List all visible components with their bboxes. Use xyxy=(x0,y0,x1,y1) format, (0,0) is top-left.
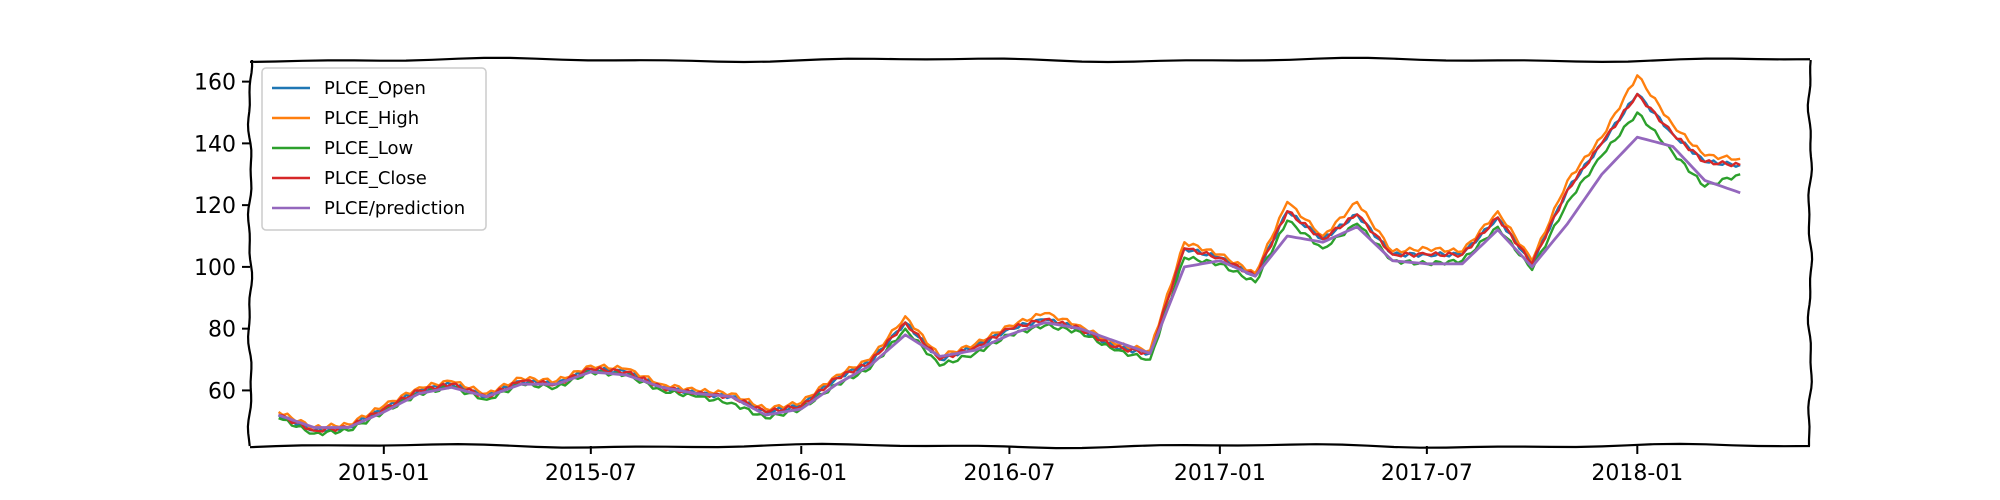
legend: PLCE_Open PLCE_High PLCE_Low PLCE_Close PLCE… xyxy=(261,67,487,231)
series-line-plce-prediction xyxy=(278,135,1741,429)
y-tick-label: 120 xyxy=(194,194,236,219)
legend-label: PLCE_Open xyxy=(324,78,426,99)
legend-label: PLCE_Close xyxy=(324,168,427,189)
x-tick-label: 2017-07 xyxy=(1381,461,1473,486)
x-tick-label: 2016-01 xyxy=(755,461,847,486)
series-line-plce-open xyxy=(277,92,1741,433)
x-tick-label: 2017-01 xyxy=(1174,461,1266,486)
y-axis: 60 80 100 120 140 160 xyxy=(194,71,250,404)
series-line-plce-close xyxy=(278,92,1741,433)
y-tick-label: 60 xyxy=(208,379,236,404)
plot-frame xyxy=(246,56,1814,450)
x-tick-label: 2018-01 xyxy=(1591,461,1683,486)
legend-label: PLCE_Low xyxy=(324,138,413,159)
y-tick-label: 160 xyxy=(194,71,236,96)
y-tick-label: 100 xyxy=(194,256,236,281)
y-tick-label: 140 xyxy=(194,132,236,157)
x-axis: 2015-01 2015-07 2016-01 2016-07 2017-01 2017-… xyxy=(338,446,1683,486)
legend-label: PLCE_High xyxy=(324,108,419,129)
x-tick-label: 2016-07 xyxy=(963,461,1055,486)
series-layer xyxy=(277,74,1741,437)
legend-box xyxy=(261,67,487,231)
x-tick-label: 2015-07 xyxy=(545,461,637,486)
legend-label: PLCE/prediction xyxy=(324,198,465,219)
y-tick-label: 80 xyxy=(208,318,236,343)
series-line-plce-low xyxy=(278,111,1741,437)
series-line-plce-high xyxy=(277,74,1741,430)
x-tick-label: 2015-01 xyxy=(338,461,430,486)
